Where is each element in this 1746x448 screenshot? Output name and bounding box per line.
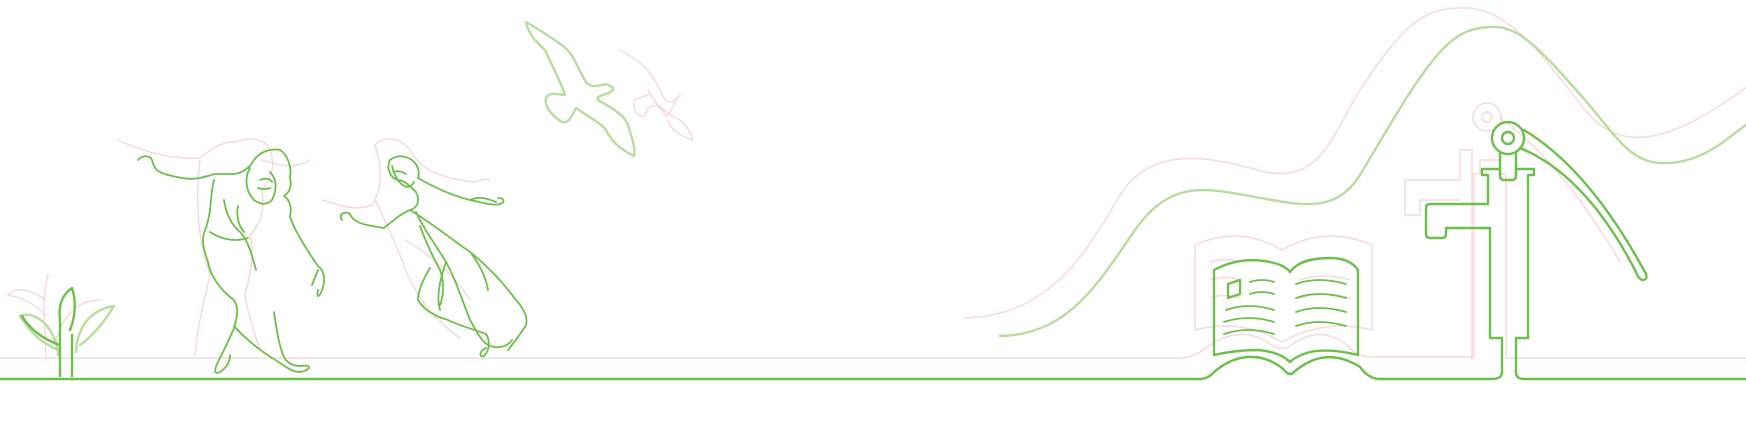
ghost-layer	[0, 7, 1746, 361]
primary-layer	[0, 120, 1746, 381]
dancing-figure-right	[339, 155, 528, 358]
dancing-figure-left	[137, 148, 325, 374]
water-tap-icon	[1490, 120, 1648, 282]
hill-wave	[998, 25, 1746, 338]
ghost-plant	[7, 274, 101, 361]
ground-line	[0, 167, 1746, 381]
ghost-bird	[619, 49, 681, 117]
ghost-hill	[964, 7, 1746, 319]
open-book-icon	[1212, 256, 1360, 364]
plant-leaf-right	[74, 304, 116, 354]
bird-icon	[524, 20, 636, 158]
light-layer	[18, 20, 1746, 357]
ghost-figure-right	[321, 138, 491, 339]
ghost-figure-left	[117, 138, 311, 356]
ghost-ground-line	[0, 159, 1746, 359]
plant-icon	[20, 286, 76, 378]
plant-leaf-left	[18, 313, 60, 357]
ghost-tap	[1404, 149, 1473, 361]
